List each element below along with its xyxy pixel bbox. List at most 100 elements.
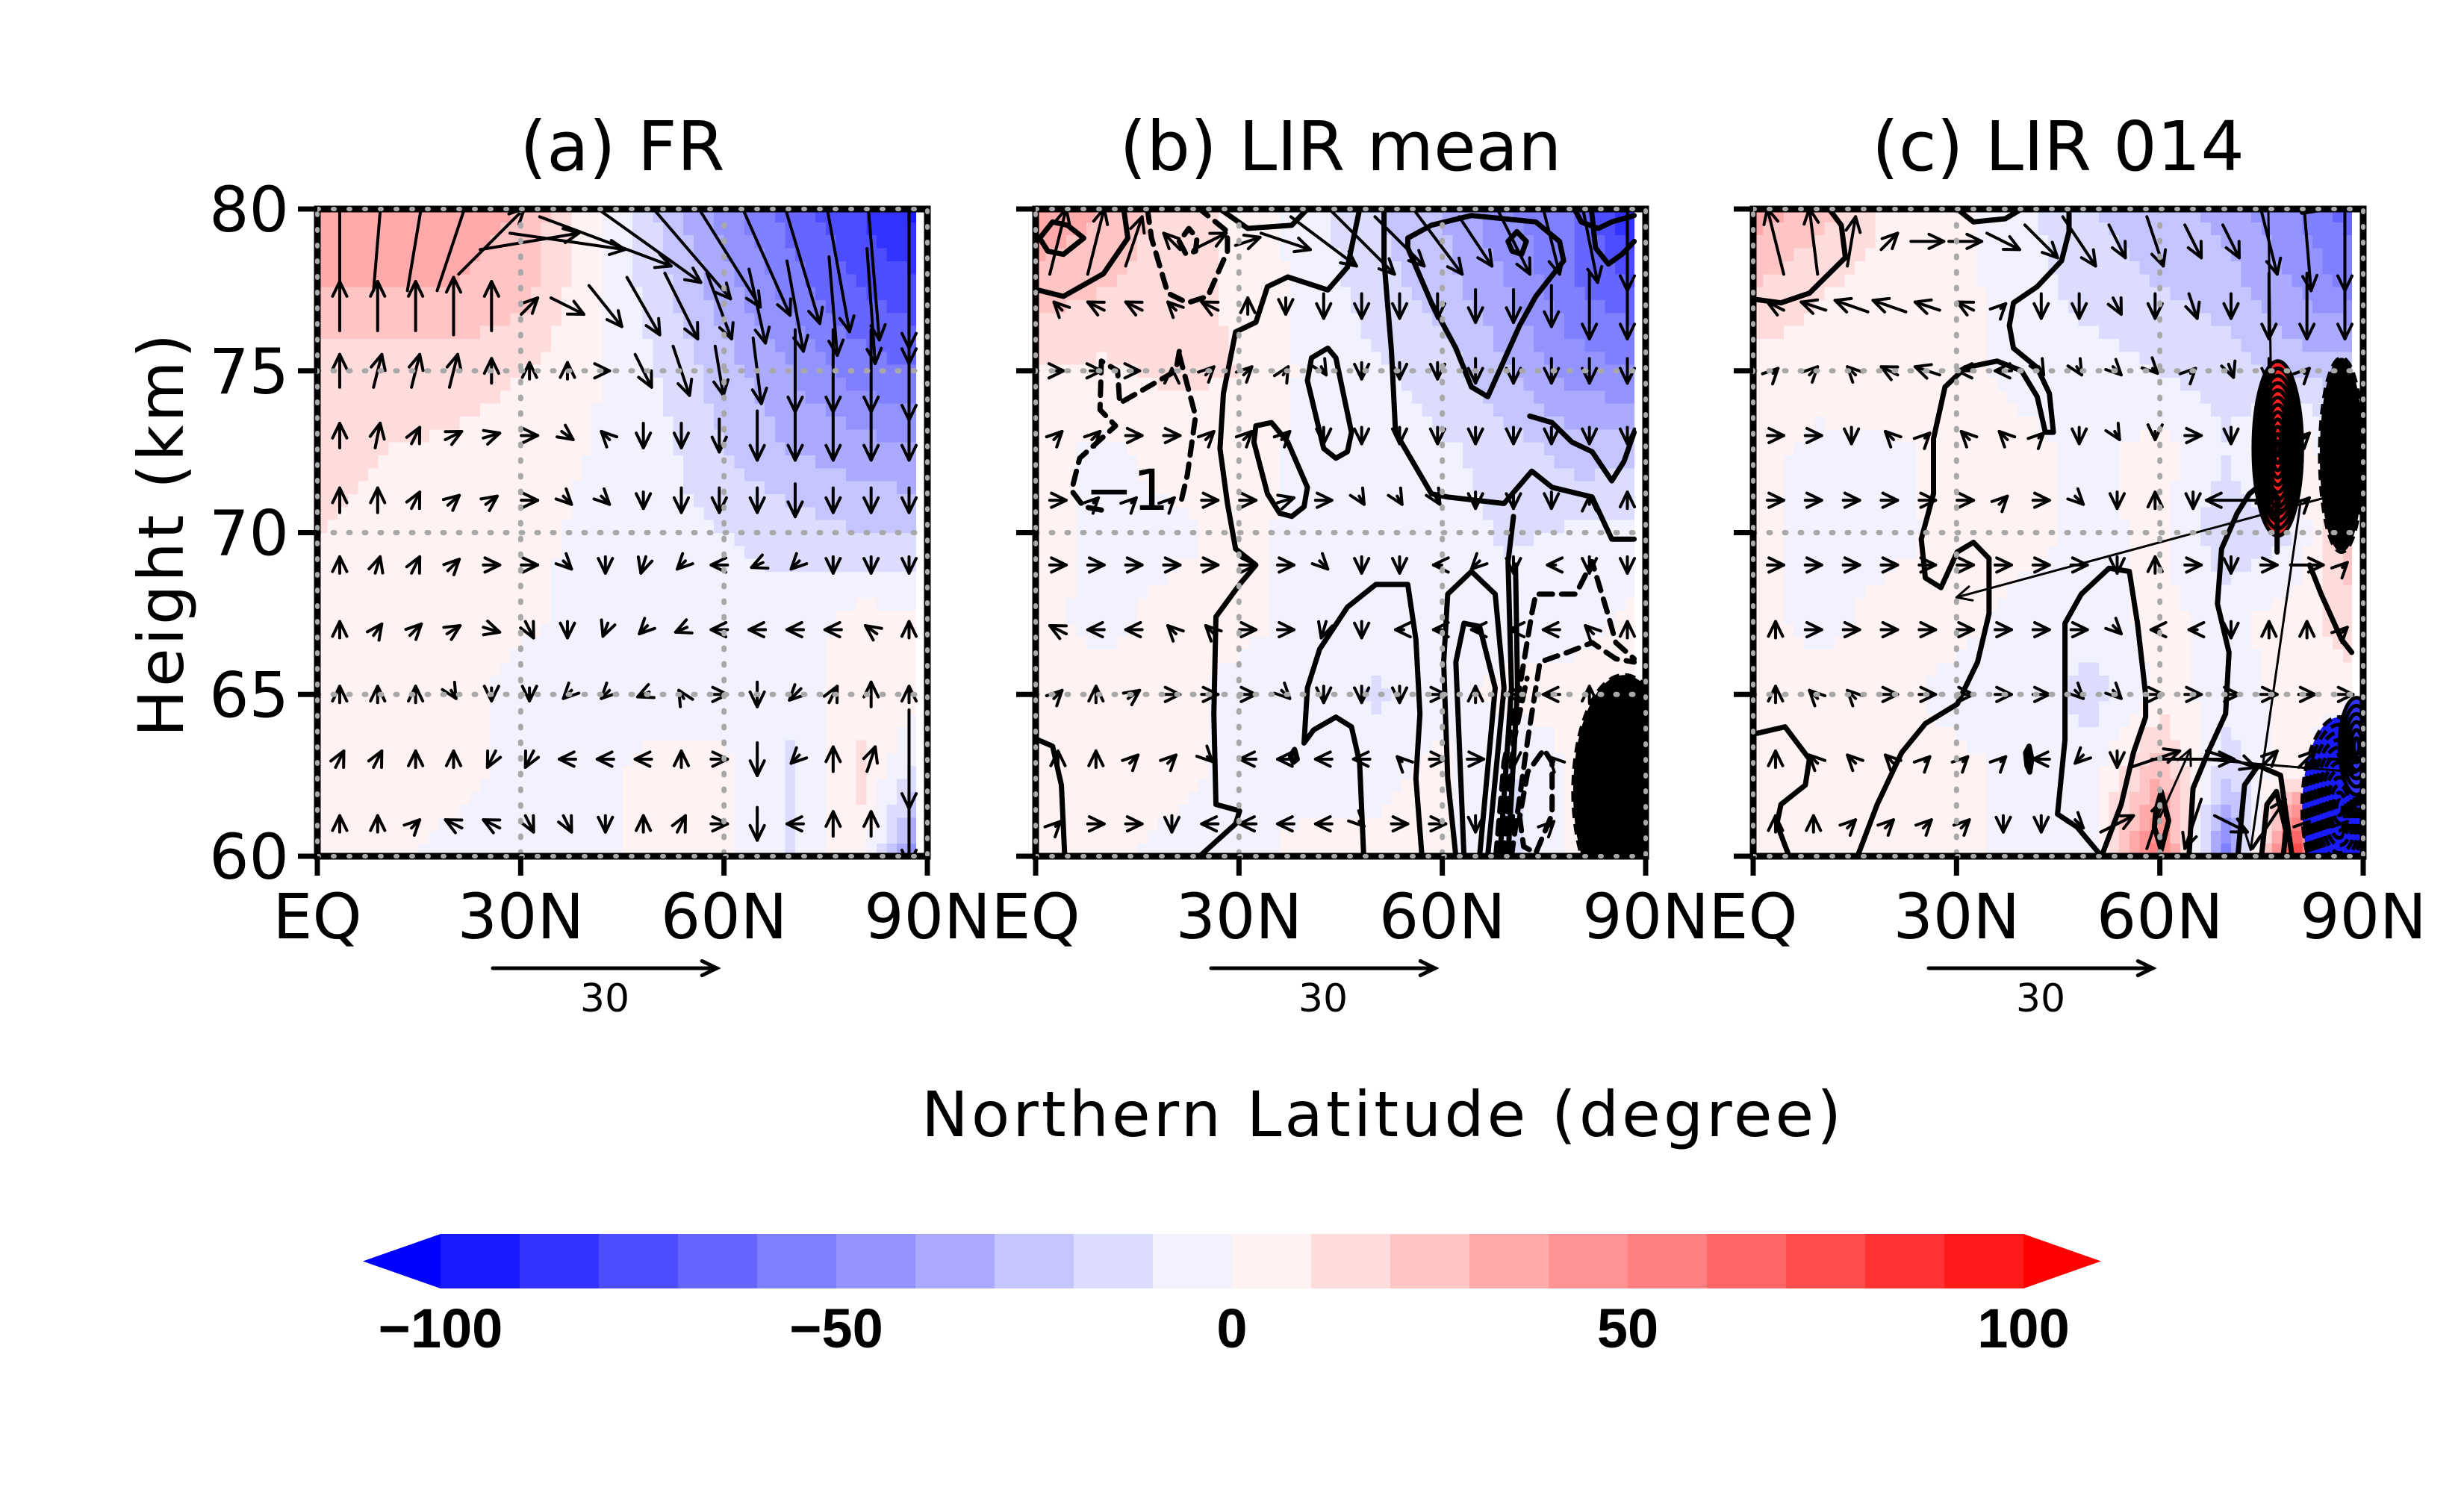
shade-cell bbox=[470, 299, 481, 314]
shade-cell bbox=[1116, 351, 1128, 365]
shade-cell bbox=[703, 416, 715, 430]
shade-cell bbox=[886, 597, 897, 611]
shade-cell bbox=[398, 377, 410, 391]
shade-cell bbox=[1137, 455, 1148, 469]
shade-cell bbox=[1289, 364, 1301, 378]
shade-cell bbox=[642, 261, 653, 275]
shade-cell bbox=[561, 261, 572, 275]
shade-cell bbox=[897, 804, 908, 818]
shade-cell bbox=[1188, 700, 1199, 714]
shade-cell bbox=[1177, 726, 1189, 741]
shade-cell bbox=[693, 351, 704, 365]
shade-cell bbox=[612, 299, 623, 314]
shade-cell bbox=[378, 714, 389, 728]
shade-cell bbox=[429, 830, 440, 844]
shade-cell bbox=[846, 390, 857, 404]
shade-cell bbox=[1320, 325, 1331, 339]
shade-cell bbox=[754, 636, 765, 650]
shade-cell bbox=[724, 506, 735, 520]
shade-cell bbox=[805, 623, 816, 637]
vector-head bbox=[635, 814, 653, 832]
shade-cell bbox=[1300, 351, 1311, 365]
shade-cell bbox=[774, 377, 785, 391]
shade-cell bbox=[490, 222, 501, 236]
shade-cell bbox=[378, 571, 389, 585]
shade-cell bbox=[1289, 830, 1301, 844]
shade-cell bbox=[1279, 532, 1290, 546]
shade-cell bbox=[774, 623, 785, 637]
shade-cell bbox=[1249, 287, 1260, 300]
shade-cell bbox=[490, 584, 501, 598]
shade-cell bbox=[825, 545, 836, 559]
vector-head bbox=[373, 192, 388, 208]
shade-cell bbox=[520, 467, 532, 481]
shade-cell bbox=[1340, 584, 1351, 598]
wind-vector bbox=[671, 814, 687, 834]
shade-cell bbox=[632, 481, 644, 494]
shade-cell bbox=[1310, 325, 1321, 339]
shade-cell bbox=[419, 248, 430, 261]
vector-head bbox=[520, 685, 538, 703]
shade-cell bbox=[1137, 791, 1148, 805]
shade-cell bbox=[429, 261, 440, 275]
shade-cell bbox=[347, 442, 359, 455]
shade-cell bbox=[1219, 817, 1230, 831]
shade-cell bbox=[1177, 649, 1189, 663]
shade-cell bbox=[419, 416, 430, 430]
vector-head bbox=[331, 280, 349, 298]
shade-cell bbox=[765, 520, 776, 534]
shade-cell bbox=[846, 442, 857, 455]
shade-cell bbox=[1279, 312, 1290, 326]
shade-cell bbox=[1249, 791, 1260, 805]
shade-cell bbox=[906, 661, 917, 676]
shade-cell bbox=[683, 364, 694, 378]
shade-cell bbox=[612, 273, 623, 287]
shade-cell bbox=[337, 571, 349, 585]
shade-cell bbox=[815, 248, 827, 261]
shade-cell bbox=[1300, 623, 1311, 637]
shade-cell bbox=[1310, 804, 1321, 818]
shade-cell bbox=[663, 726, 674, 741]
shade-cell bbox=[1228, 455, 1239, 469]
shade-cell bbox=[429, 545, 440, 559]
shade-cell bbox=[388, 545, 399, 559]
shade-cell bbox=[836, 726, 847, 741]
shade-cell bbox=[815, 714, 827, 728]
wind-vector bbox=[444, 275, 463, 337]
shade-cell bbox=[1279, 597, 1290, 611]
shade-cell bbox=[744, 364, 756, 378]
shade-cell bbox=[825, 765, 836, 779]
shade-cell bbox=[1259, 804, 1270, 818]
shade-cell bbox=[541, 623, 552, 637]
shade-cell bbox=[479, 532, 491, 546]
shade-cell bbox=[1289, 338, 1301, 352]
shade-cell bbox=[815, 273, 827, 287]
shade-cell bbox=[1289, 700, 1301, 714]
shade-cell bbox=[734, 675, 745, 689]
shade-cell bbox=[1065, 636, 1077, 650]
shade-cell bbox=[683, 700, 694, 714]
shade-cell bbox=[897, 234, 908, 249]
shade-cell bbox=[500, 248, 511, 261]
shade-cell bbox=[703, 649, 715, 663]
shade-cell bbox=[449, 520, 461, 534]
shade-cell bbox=[347, 714, 359, 728]
shade-cell bbox=[856, 287, 867, 300]
shade-cell bbox=[1208, 377, 1219, 391]
shade-cell bbox=[1076, 558, 1087, 573]
shade-cell bbox=[1147, 261, 1158, 275]
shade-cell bbox=[774, 261, 785, 275]
vector-head bbox=[367, 555, 385, 575]
shade-cell bbox=[541, 312, 552, 326]
wind-vector bbox=[402, 818, 422, 837]
vector-head bbox=[444, 275, 463, 294]
shade-cell bbox=[1279, 520, 1290, 534]
shade-cell bbox=[1107, 610, 1118, 624]
shade-cell bbox=[795, 273, 806, 287]
shade-cell bbox=[1045, 649, 1057, 663]
shade-cell bbox=[1147, 817, 1158, 831]
wind-vector bbox=[331, 421, 349, 449]
shade-cell bbox=[876, 726, 888, 741]
vector-shaft bbox=[747, 267, 768, 345]
